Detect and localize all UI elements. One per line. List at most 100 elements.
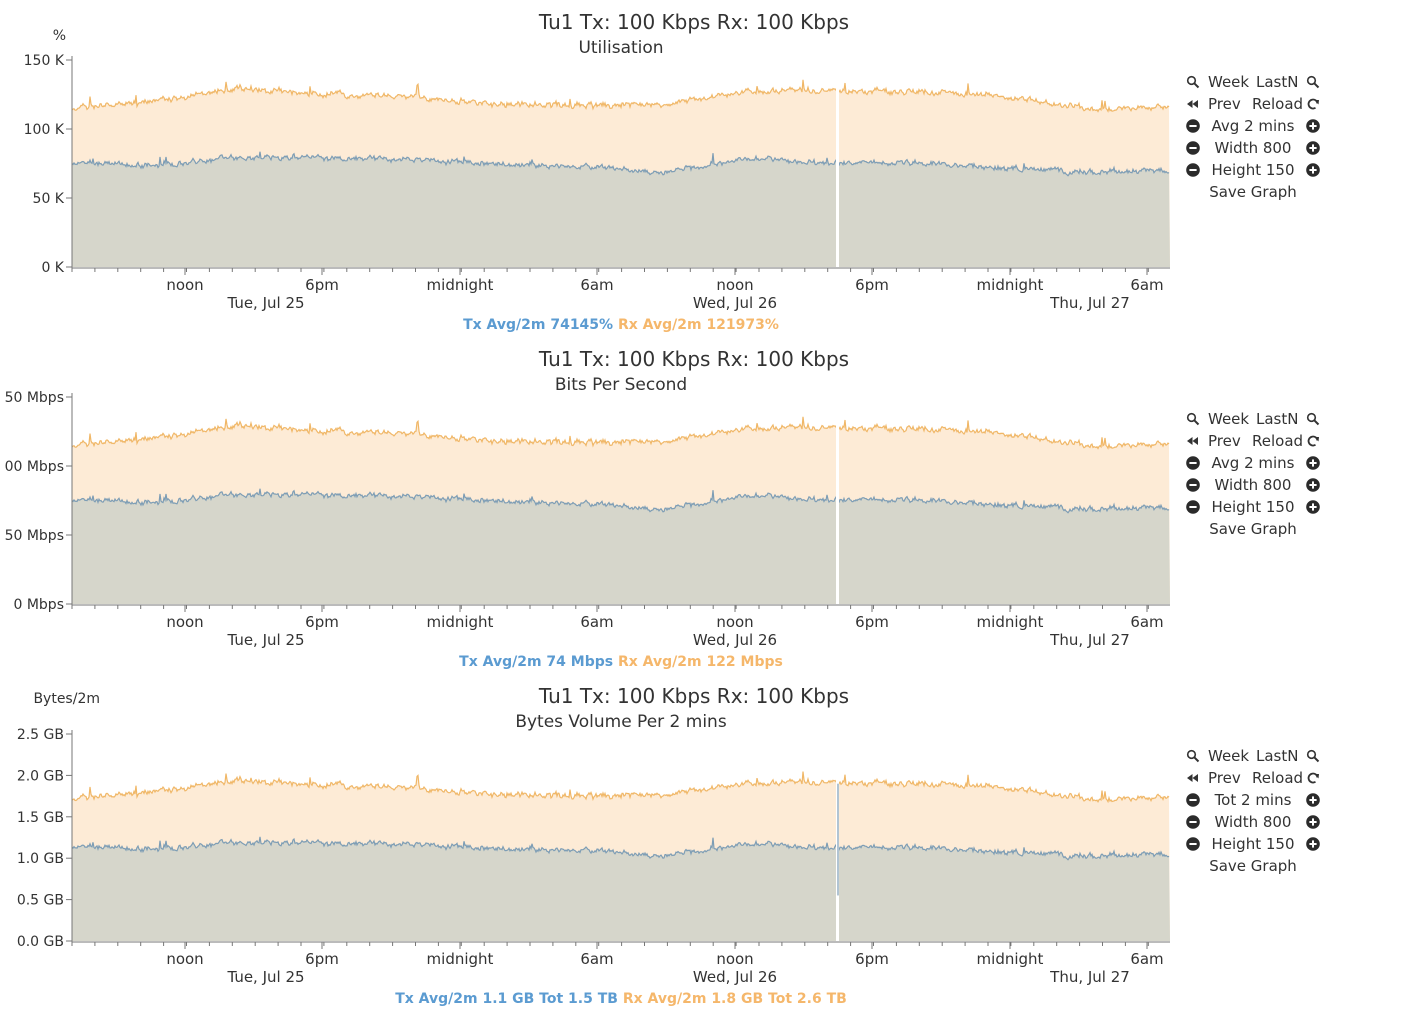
zoom-out-icon	[1186, 75, 1200, 89]
height-row: Height 150	[1186, 496, 1326, 518]
week-button[interactable]: Week	[1208, 73, 1250, 91]
rewind-icon	[1187, 774, 1198, 782]
y-unit-label: Bytes/2m	[33, 691, 100, 707]
x-tick-label: midnight	[427, 613, 494, 631]
graph-panel: Tu1 Tx: 100 Kbps Rx: 100 Kbps Bits Per Se…	[0, 337, 1405, 674]
refresh-icon	[1307, 98, 1319, 110]
rx-series-line	[71, 416, 1170, 450]
zoom-in-icon	[1306, 749, 1320, 763]
reload-button[interactable]: Reload	[1252, 769, 1304, 787]
graph-canvas: Tu1 Tx: 100 Kbps Rx: 100 Kbps Bytes Volum…	[17, 684, 1170, 1007]
width-minus-icon	[1186, 478, 1200, 492]
reload-button[interactable]: Reload	[1252, 95, 1304, 113]
x-tick-label: 6pm	[855, 613, 889, 631]
graph-canvas: Tu1 Tx: 100 Kbps Rx: 100 Kbps Utilisation…	[24, 10, 1170, 333]
x-tick-label: midnight	[977, 950, 1044, 968]
y-tick-label: 2.0 GB	[17, 768, 64, 784]
y-tick-label: 0 K	[41, 260, 64, 276]
save-row: Save Graph	[1186, 855, 1326, 877]
week-button[interactable]: Week	[1208, 410, 1250, 428]
rewind-icon	[1187, 100, 1198, 108]
rx-series-line	[71, 771, 1170, 804]
y-tick-label: 2.5 GB	[17, 727, 64, 743]
graph-title: Tu1 Tx: 100 Kbps Rx: 100 Kbps	[538, 684, 849, 708]
agg-row: Avg 2 mins	[1186, 452, 1326, 474]
graph-subtitle: Bits Per Second	[555, 375, 687, 395]
y-tick-label: 50 K	[33, 191, 65, 207]
height-plus-icon	[1306, 837, 1320, 851]
data-gap	[836, 58, 839, 267]
agg-row: Avg 2 mins	[1186, 115, 1326, 137]
save-row: Save Graph	[1186, 518, 1326, 540]
tx-series-line	[71, 151, 1170, 177]
y-tick-label: 50 Mbps	[5, 528, 64, 544]
x-date-label: Wed, Jul 26	[693, 631, 777, 649]
tx-series-line	[71, 488, 1170, 514]
x-tick-label: 6pm	[855, 276, 889, 294]
width-plus-icon	[1306, 815, 1320, 829]
agg-label: Avg 2 mins	[1211, 454, 1295, 472]
x-tick-label: noon	[716, 950, 753, 968]
width-plus-icon	[1306, 141, 1320, 155]
agg-row: Tot 2 mins	[1186, 789, 1326, 811]
save-graph-button[interactable]: Save Graph	[1209, 183, 1297, 201]
x-tick-label: midnight	[427, 950, 494, 968]
x-tick-label: noon	[716, 613, 753, 631]
height-minus-icon	[1186, 500, 1200, 514]
x-tick-label: noon	[166, 276, 203, 294]
prev-button[interactable]: Prev	[1208, 95, 1241, 113]
graph-title: Tu1 Tx: 100 Kbps Rx: 100 Kbps	[538, 10, 849, 34]
zoom-out-icon	[1186, 412, 1200, 426]
x-tick-label: 6am	[580, 276, 613, 294]
prev-button[interactable]: Prev	[1208, 769, 1241, 787]
graph-legend: Tx Avg/2m 74 Mbps Rx Avg/2m 122 Mbps	[459, 654, 783, 670]
height-plus-icon	[1306, 500, 1320, 514]
height-row: Height 150	[1186, 833, 1326, 855]
graph-legend: Tx Avg/2m 74145% Rx Avg/2m 121973%	[463, 317, 779, 333]
height-plus-icon	[1306, 163, 1320, 177]
week-lastn-row: Week LastN	[1186, 745, 1326, 767]
agg-minus-icon	[1186, 456, 1200, 470]
x-tick-label: midnight	[427, 276, 494, 294]
lastn-button[interactable]: LastN	[1256, 410, 1299, 428]
x-tick-label: 6am	[1130, 276, 1163, 294]
week-button[interactable]: Week	[1208, 747, 1250, 765]
rx-legend: Rx Avg/2m 121973%	[618, 317, 779, 333]
save-row: Save Graph	[1186, 181, 1326, 203]
height-label: Height 150	[1211, 161, 1295, 179]
prev-reload-row: Prev Reload	[1186, 93, 1326, 115]
lastn-button[interactable]: LastN	[1256, 747, 1299, 765]
x-date-label: Thu, Jul 27	[1049, 968, 1130, 986]
prev-button[interactable]: Prev	[1208, 432, 1241, 450]
x-date-label: Tue, Jul 25	[226, 294, 304, 312]
y-tick-label: 50 Mbps	[5, 390, 64, 406]
x-tick-label: 6am	[1130, 613, 1163, 631]
x-tick-label: 6pm	[855, 950, 889, 968]
rx-legend: Rx Avg/2m 1.8 GB Tot 2.6 TB	[623, 991, 847, 1007]
rx-legend: Rx Avg/2m 122 Mbps	[618, 654, 783, 670]
x-tick-label: 6am	[580, 950, 613, 968]
height-minus-icon	[1186, 163, 1200, 177]
x-date-label: Tue, Jul 25	[226, 631, 304, 649]
height-row: Height 150	[1186, 159, 1326, 181]
y-tick-label: 0 Mbps	[13, 597, 64, 613]
width-row: Width 800	[1186, 474, 1326, 496]
y-tick-label: 1.5 GB	[17, 810, 64, 826]
save-graph-button[interactable]: Save Graph	[1209, 857, 1297, 875]
graph-canvas: Tu1 Tx: 100 Kbps Rx: 100 Kbps Bits Per Se…	[5, 347, 1170, 670]
reload-button[interactable]: Reload	[1252, 432, 1304, 450]
x-tick-label: noon	[716, 276, 753, 294]
zoom-out-icon	[1186, 749, 1200, 763]
agg-label: Avg 2 mins	[1211, 117, 1295, 135]
x-tick-label: midnight	[977, 276, 1044, 294]
width-label: Width 800	[1214, 139, 1292, 157]
prev-reload-row: Prev Reload	[1186, 430, 1326, 452]
tx-area	[72, 836, 1170, 941]
x-tick-label: 6pm	[305, 613, 339, 631]
x-tick-label: noon	[166, 613, 203, 631]
lastn-button[interactable]: LastN	[1256, 73, 1299, 91]
width-minus-icon	[1186, 815, 1200, 829]
save-graph-button[interactable]: Save Graph	[1209, 520, 1297, 538]
y-tick-label: 1.0 GB	[17, 851, 64, 867]
rewind-icon	[1187, 437, 1198, 445]
